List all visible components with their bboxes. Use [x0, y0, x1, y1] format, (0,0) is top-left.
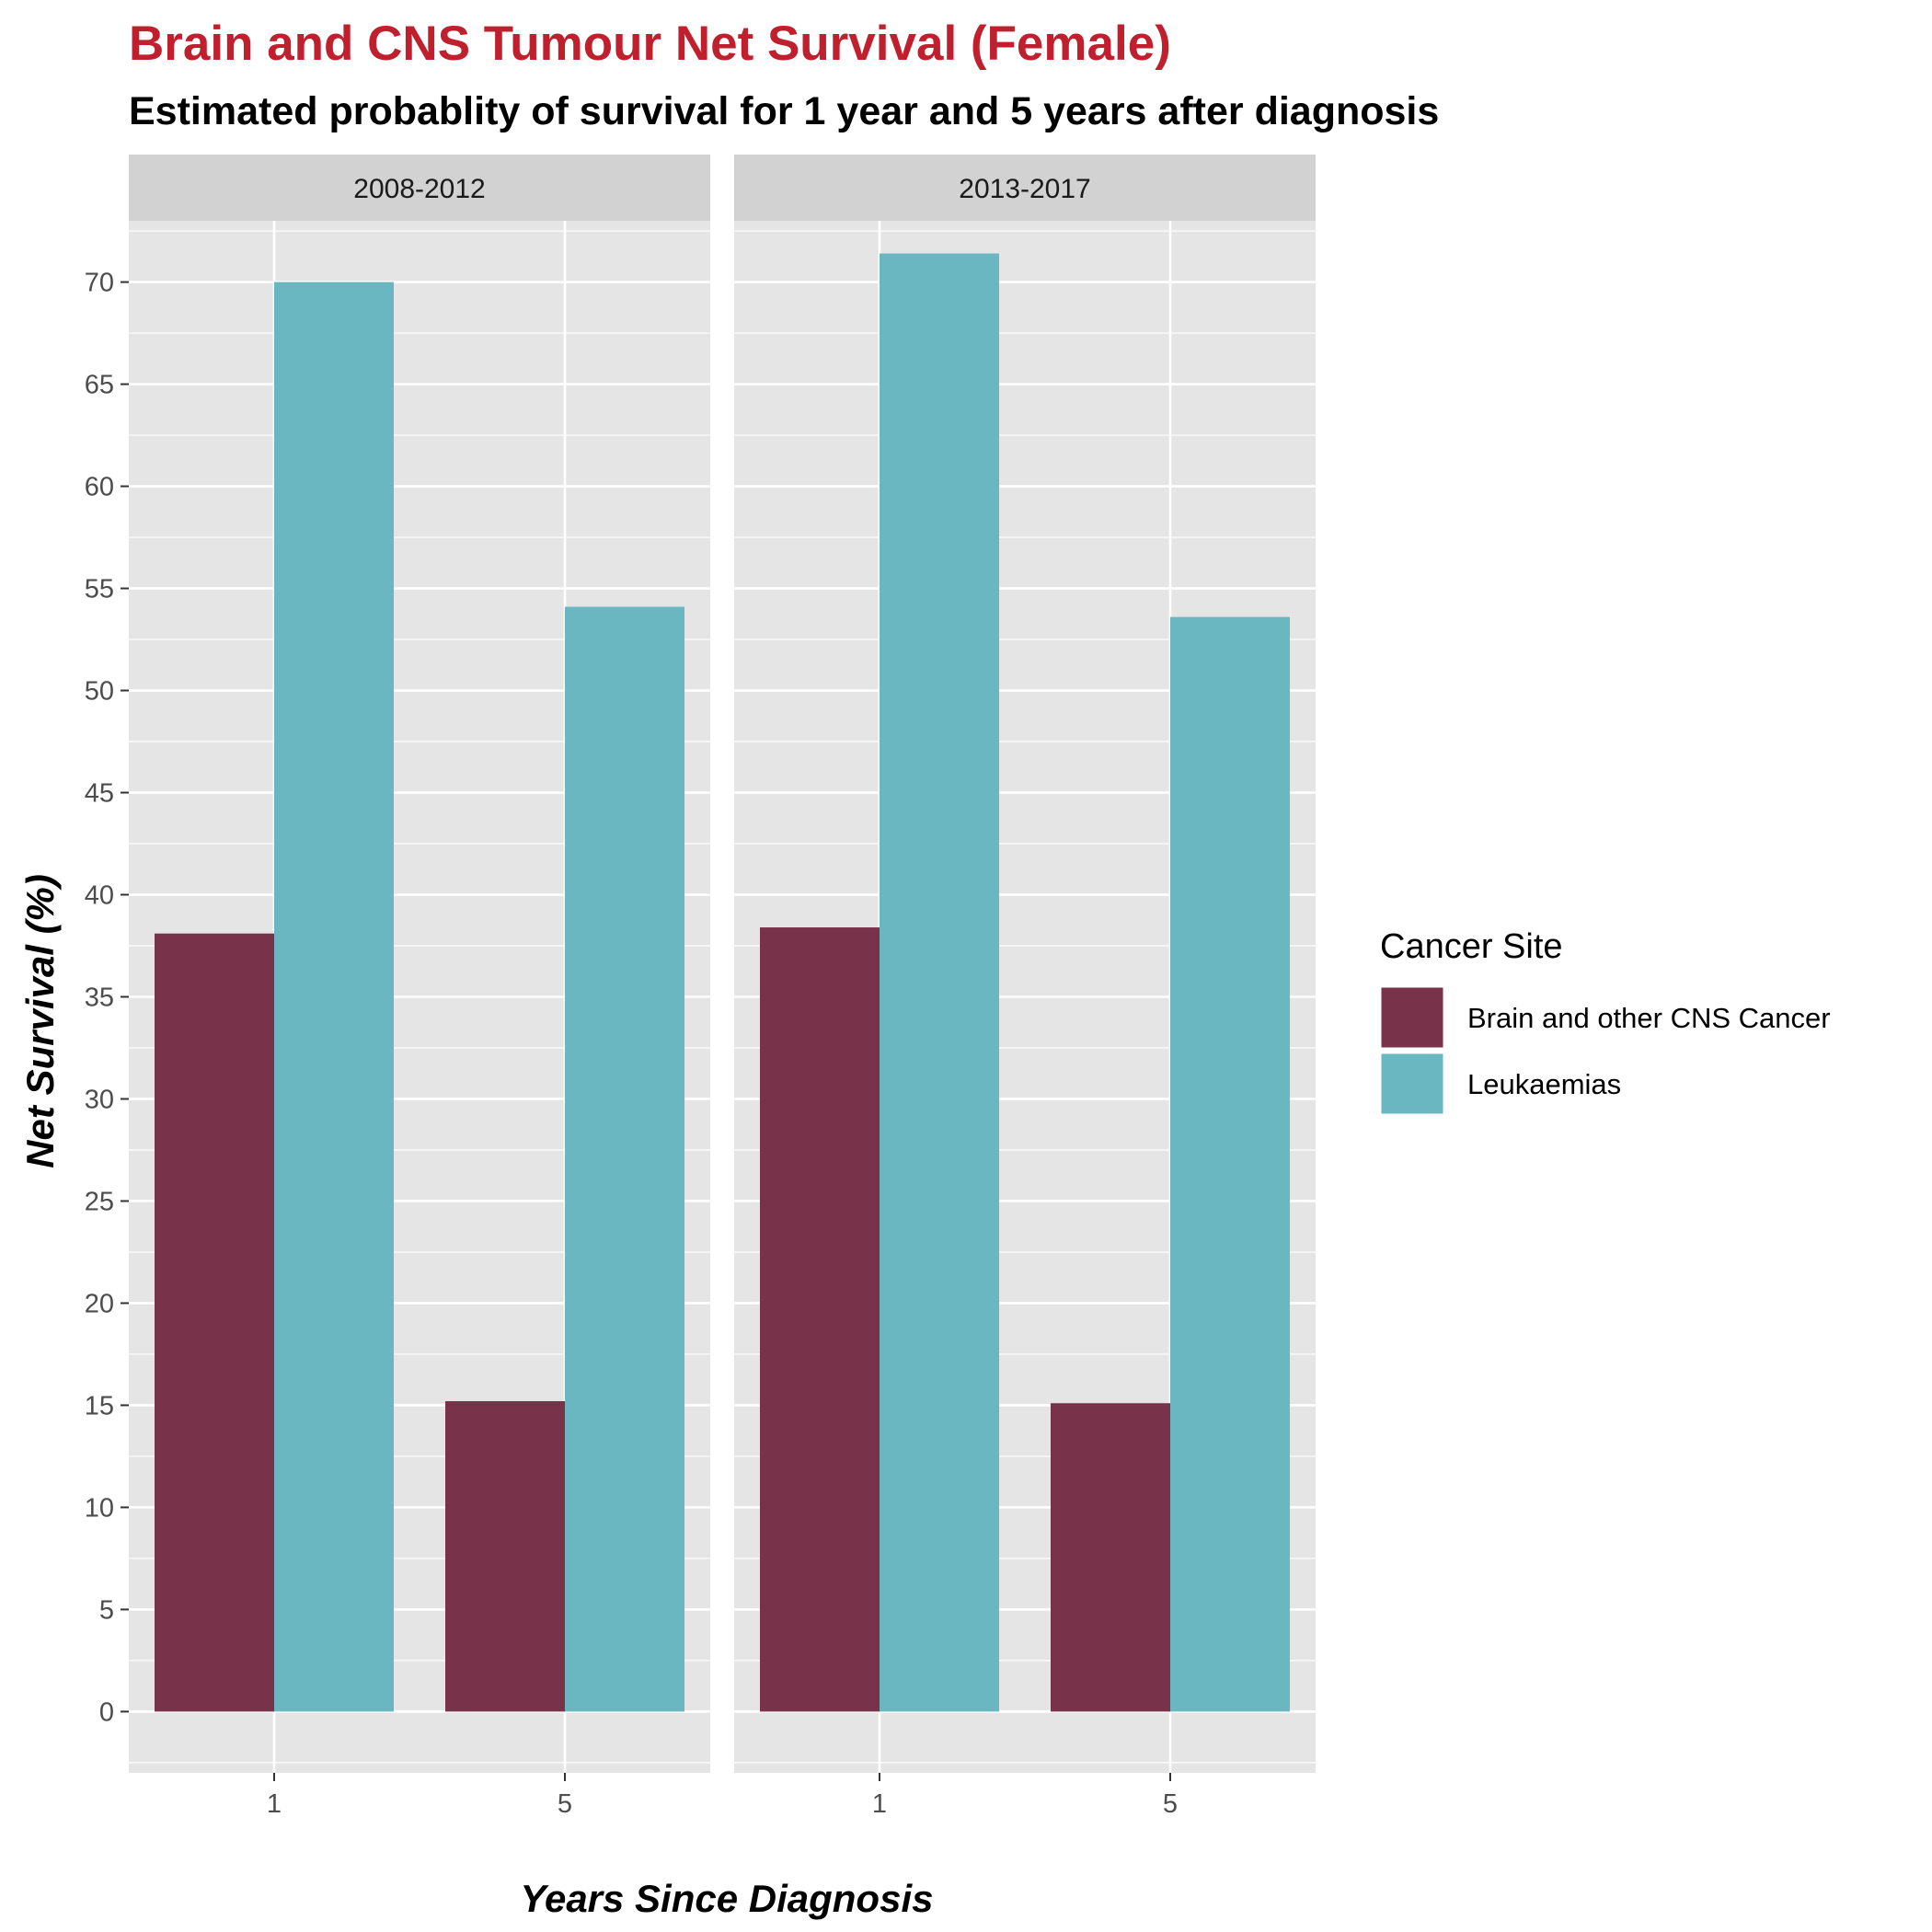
- x-axis-title: Years Since Diagnosis: [521, 1877, 934, 1920]
- x-tick-label: 1: [872, 1789, 887, 1819]
- legend-swatch: [1378, 984, 1446, 1051]
- bar: [565, 606, 684, 1712]
- facet-strip-label: 2013-2017: [959, 174, 1090, 204]
- facet-panel: 2013-2017 1 5: [734, 155, 1316, 1819]
- bar: [1051, 1403, 1170, 1712]
- y-tick-label: 55: [85, 575, 114, 604]
- legend-label: Brain and other CNS Cancer: [1467, 1002, 1831, 1034]
- y-tick-label: 40: [85, 881, 114, 911]
- bar: [274, 282, 394, 1712]
- legend-label: Leukaemias: [1467, 1068, 1621, 1100]
- legend-items: Brain and other CNS Cancer Leukaemias: [1378, 984, 1831, 1117]
- y-tick-label: 0: [99, 1697, 114, 1727]
- y-tick-label: 60: [85, 473, 114, 502]
- chart-subtitle: Estimated probablity of survival for 1 y…: [129, 89, 1439, 133]
- y-tick-label: 30: [85, 1085, 114, 1114]
- y-tick-label: 35: [85, 983, 114, 1013]
- y-axis-title: Net Survival (%): [18, 874, 62, 1168]
- x-tick-label: 5: [558, 1789, 572, 1819]
- y-tick-label: 50: [85, 677, 114, 707]
- legend-swatch: [1378, 1051, 1446, 1117]
- legend: Cancer Site Brain and other CNS Cancer Le…: [1378, 927, 1831, 1117]
- y-tick-label: 5: [99, 1595, 114, 1625]
- x-tick-label: 1: [267, 1789, 282, 1819]
- chart-title: Brain and CNS Tumour Net Survival (Femal…: [129, 17, 1171, 71]
- y-tick-label: 10: [85, 1493, 114, 1523]
- y-tick-label: 45: [85, 779, 114, 809]
- y-tick-label: 65: [85, 371, 114, 400]
- bar: [445, 1401, 565, 1712]
- facet-strip: [734, 155, 1316, 221]
- y-tick-label: 15: [85, 1391, 114, 1420]
- y-tick-label: 25: [85, 1187, 114, 1216]
- facet-strip: [129, 155, 710, 221]
- bar: [880, 253, 999, 1712]
- legend-title: Cancer Site: [1380, 927, 1563, 966]
- y-tick-label: 20: [85, 1289, 114, 1318]
- x-tick-label: 5: [1163, 1789, 1178, 1819]
- facet-panel: 2008-2012 1 5: [129, 155, 710, 1819]
- facet-strip-label: 2008-2012: [353, 174, 485, 204]
- bar: [155, 933, 274, 1712]
- y-tick-label: 70: [85, 269, 114, 298]
- bar: [1170, 616, 1290, 1712]
- facet-panels: 2008-2012 1 5 2013-2017 1 5: [129, 155, 1316, 1819]
- bar: [760, 927, 880, 1712]
- y-axis: 0 5 10 15 20 25 30 35 40 45 50 55 60 65 70: [85, 269, 129, 1727]
